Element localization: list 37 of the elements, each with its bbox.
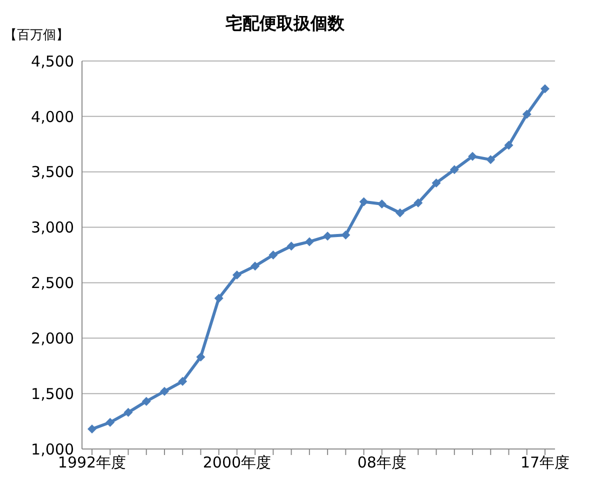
chart-title: 宅配便取扱個数 <box>226 14 344 34</box>
point <box>250 262 260 271</box>
point <box>268 250 278 260</box>
y-tick-label: 2,500 <box>31 274 74 292</box>
point <box>106 418 115 427</box>
y-tick-label: 3,000 <box>31 218 74 237</box>
point <box>396 208 405 218</box>
point <box>522 110 532 119</box>
y-tick-label: 1,500 <box>31 384 74 403</box>
point <box>359 197 368 206</box>
y-axis-title: 【百万個】 <box>4 27 69 44</box>
point <box>160 386 169 396</box>
point <box>124 408 133 417</box>
point <box>414 198 423 208</box>
point <box>178 376 188 386</box>
point <box>540 84 550 94</box>
point <box>341 230 350 240</box>
point <box>88 424 96 434</box>
point <box>450 165 459 174</box>
x-tick-label: 1992年度 <box>58 454 126 472</box>
point <box>504 140 514 150</box>
point <box>286 242 296 251</box>
y-tick-label: 2,000 <box>31 329 74 348</box>
point <box>304 237 314 246</box>
point <box>486 155 496 164</box>
x-tick-label: 17年度 <box>520 454 570 472</box>
point <box>468 152 478 161</box>
point <box>232 270 242 280</box>
point <box>196 352 206 362</box>
x-tick-label: 2000年度 <box>202 454 272 472</box>
point <box>142 396 151 406</box>
point <box>214 294 224 303</box>
y-tick-label: 4,000 <box>31 108 74 126</box>
y-tick-label: 3,500 <box>31 163 74 182</box>
point <box>432 178 441 188</box>
x-tick-label: 08年度 <box>357 454 406 472</box>
y-tick-label: 4,500 <box>31 52 74 70</box>
